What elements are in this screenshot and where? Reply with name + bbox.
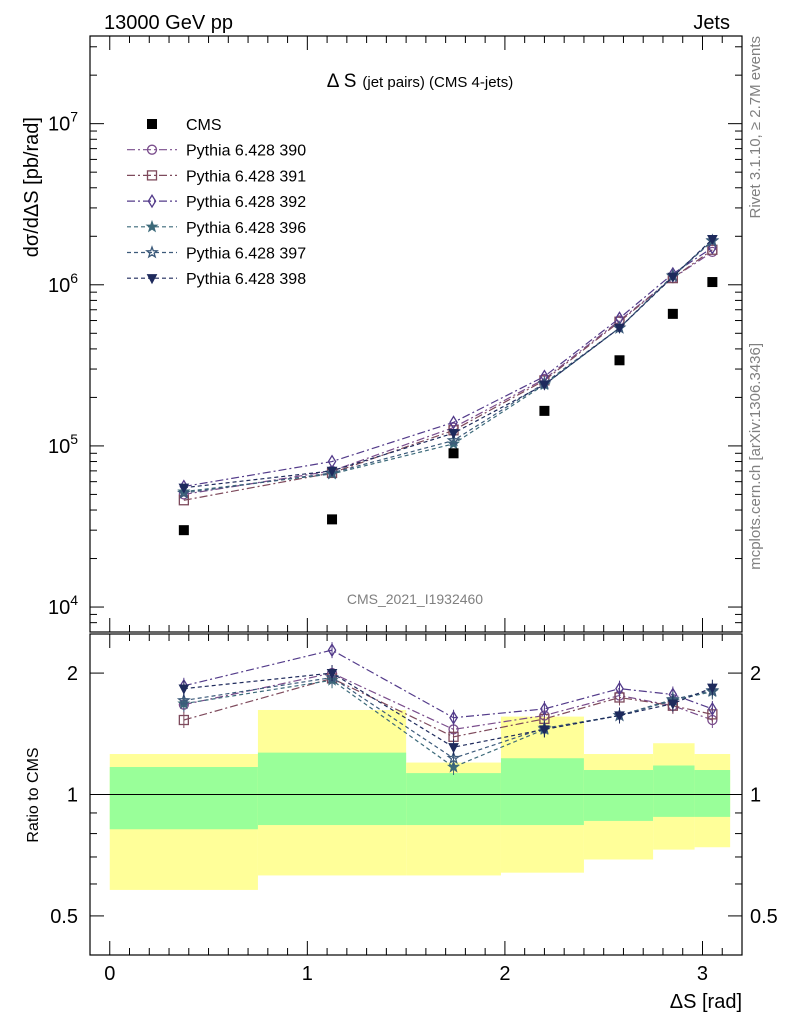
legend-marker — [145, 245, 159, 259]
y-axis-label: dσ/dΔS [pb/rad] — [21, 117, 43, 257]
band-inner — [109, 766, 258, 830]
legend-marker — [145, 219, 159, 233]
ratio-y-tick-label-right: 2 — [750, 663, 761, 685]
legend-marker — [146, 144, 158, 155]
band-inner — [694, 770, 731, 817]
series-point — [708, 240, 717, 255]
ratio-point — [178, 714, 189, 726]
series-point — [667, 272, 679, 283]
ratio-point — [446, 750, 461, 765]
legend-marker — [147, 194, 157, 209]
legend-label: Pythia 6.428 392 — [186, 194, 306, 211]
ratio-point — [708, 701, 717, 717]
ratio-y-tick-label: 0.5 — [50, 906, 78, 928]
legend-label-cms: CMS — [186, 117, 222, 134]
ratio-point — [447, 760, 461, 773]
series-point — [176, 485, 191, 499]
ratio-point — [327, 643, 337, 658]
ratio-point — [539, 725, 550, 736]
x-tick-label: 0 — [104, 963, 115, 985]
ratio-series-line — [183, 649, 713, 719]
series-pythia-6-428-396 — [177, 234, 719, 775]
ratio-y-tick-label: 1 — [67, 785, 78, 807]
ratio-y-tick-label-right: 1 — [750, 785, 761, 807]
series-point — [449, 415, 458, 430]
ratio-point — [614, 711, 625, 722]
series-point — [178, 483, 190, 494]
ratio-point — [176, 693, 191, 707]
legend-marker-cms — [147, 119, 157, 129]
cms-point — [539, 405, 550, 416]
legend-label: Pythia 6.428 397 — [186, 246, 306, 263]
ratio-y-tick-label: 2 — [67, 663, 78, 685]
band-inner — [500, 758, 584, 826]
cms-point — [667, 308, 678, 319]
cms-point — [614, 355, 625, 366]
main-title: Δ S (jet pairs) (CMS 4-jets) — [327, 71, 513, 92]
y-tick-label: 107 — [48, 109, 78, 136]
cms-point — [448, 448, 459, 459]
x-tick-label: 1 — [302, 963, 313, 985]
y-tick-label: 104 — [48, 592, 78, 619]
series-line — [183, 251, 713, 496]
source-label: mcplots.cern.ch [arXiv:1306.3436] — [747, 343, 764, 570]
cms-point — [178, 525, 189, 536]
legend: CMS Pythia 6.428 390 Pythia 6.428 391 Pythi… — [127, 117, 306, 288]
series-pythia-6-428-392 — [179, 240, 717, 726]
ratio-point — [540, 701, 549, 717]
watermark: CMS_2021_I1932460 — [347, 591, 483, 607]
main-frame — [89, 35, 743, 633]
band-inner — [653, 765, 695, 817]
legend-label: Pythia 6.428 398 — [186, 271, 306, 288]
cms-point — [327, 514, 338, 525]
ratio-point — [449, 710, 458, 725]
cms-point — [707, 277, 718, 288]
rivet-label: Rivet 3.1.10, ≥ 2.7M events — [747, 36, 764, 219]
band-inner — [257, 752, 407, 826]
legend-label: Pythia 6.428 390 — [186, 143, 306, 160]
band-inner — [406, 773, 501, 826]
series-cms — [178, 277, 718, 536]
series-pythia-6-428-390 — [178, 246, 718, 738]
series-point — [707, 235, 718, 246]
y-tick-label: 105 — [48, 431, 78, 458]
series-point — [326, 466, 338, 477]
header-right: Jets — [693, 12, 730, 34]
series-point — [446, 433, 461, 447]
series-point — [539, 380, 550, 391]
legend-marker — [146, 274, 158, 285]
ratio-y-tick-label-right: 0.5 — [750, 906, 778, 928]
main-title-symbol: Δ S — [327, 71, 357, 92]
series-pythia-6-428-397 — [176, 233, 720, 767]
ratio-point — [326, 668, 338, 680]
x-tick-label: 2 — [499, 963, 510, 985]
ratio-point — [178, 684, 190, 695]
ratio-y-axis-label: Ratio to CMS — [25, 747, 42, 842]
header-left: 13000 GeV pp — [104, 12, 233, 34]
y-tick-label: 106 — [48, 270, 78, 297]
ratio-bands — [90, 709, 742, 890]
series-point — [614, 323, 625, 334]
x-axis-label: ΔS [rad] — [670, 991, 742, 1013]
ticks: 0 1 2 3 104 105 106 107 0.5 0.5 1 1 2 2 — [48, 36, 778, 985]
series-point — [448, 429, 459, 440]
ratio-point — [667, 699, 679, 710]
x-tick-label: 3 — [697, 963, 708, 985]
legend-label: Pythia 6.428 391 — [186, 168, 306, 185]
ratio-point — [707, 683, 718, 694]
ratio-point — [615, 681, 624, 696]
legend-label: Pythia 6.428 396 — [186, 220, 306, 237]
series-layer — [176, 233, 720, 775]
series-pythia-6-428-398 — [178, 235, 718, 756]
band-inner — [583, 770, 654, 821]
legend-marker — [146, 170, 158, 181]
series-pythia-6-428-391 — [178, 244, 718, 745]
ratio-point — [448, 743, 459, 754]
main-title-sub: (jet pairs) (CMS 4-jets) — [362, 74, 513, 91]
